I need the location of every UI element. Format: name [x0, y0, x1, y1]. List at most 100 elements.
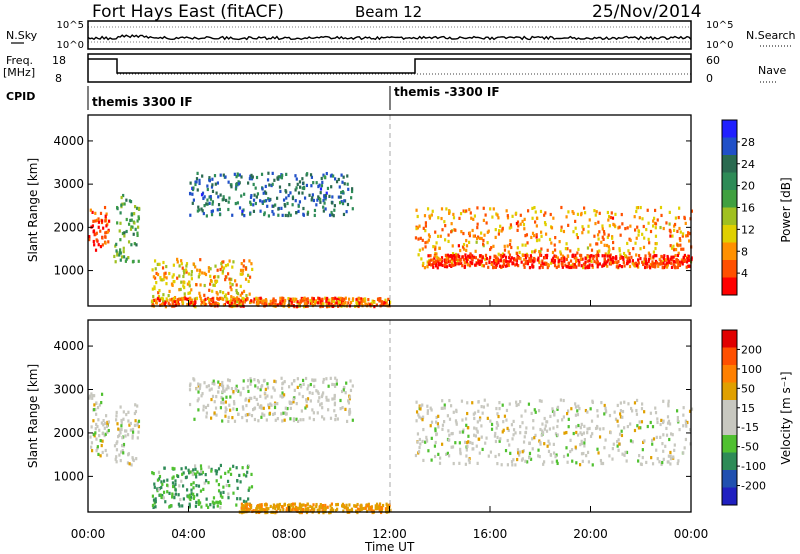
heatmap-cell [347, 401, 351, 405]
heatmap-cell [245, 293, 248, 298]
heatmap-cell [183, 292, 186, 296]
heatmap-cell [456, 254, 459, 258]
heatmap-cell [583, 441, 586, 445]
heatmap-cell [198, 272, 201, 277]
heatmap-cell [480, 231, 483, 235]
heatmap-cell [414, 453, 418, 458]
heatmap-cell [244, 266, 247, 270]
heatmap-cell [378, 502, 382, 506]
heatmap-cell [172, 475, 175, 479]
heatmap-cell [212, 505, 215, 509]
heatmap-cell [232, 400, 236, 404]
heatmap-cell [556, 419, 559, 423]
heatmap-cell [350, 196, 353, 200]
heatmap-cell [339, 407, 342, 411]
heatmap-cell [428, 260, 431, 264]
heatmap-cell [122, 451, 125, 455]
heatmap-cell [268, 198, 271, 203]
heatmap-cell [448, 254, 451, 258]
heatmap-cell [325, 302, 328, 306]
heatmap-cell [224, 264, 228, 268]
heatmap-cell [458, 430, 462, 434]
heatmap-cell [615, 255, 618, 259]
heatmap-cell [122, 193, 125, 198]
heatmap-cell [445, 452, 448, 456]
heatmap-cell [602, 237, 605, 241]
heatmap-cell [155, 281, 158, 285]
heatmap-cell [462, 247, 466, 251]
heatmap-cell [263, 503, 267, 507]
heatmap-cell [376, 505, 379, 509]
heatmap-cell [635, 236, 638, 240]
heatmap-cell [654, 226, 657, 230]
heatmap-cell [544, 232, 548, 236]
heatmap-cell [674, 247, 678, 252]
heatmap-cell [654, 234, 658, 238]
heatmap-cell [459, 259, 462, 264]
heatmap-cell [192, 496, 195, 500]
heatmap-cell [426, 260, 429, 264]
heatmap-cell [611, 216, 615, 220]
heatmap-cell [322, 391, 325, 395]
heatmap-cell [252, 198, 256, 202]
heatmap-cell [424, 241, 427, 245]
heatmap-cell [551, 250, 555, 255]
heatmap-cell [656, 218, 659, 222]
heatmap-cell [181, 484, 185, 488]
heatmap-cell [118, 253, 121, 257]
heatmap-cell [672, 244, 675, 248]
heatmap-cell [296, 299, 299, 304]
heatmap-cell [602, 427, 605, 431]
heatmap-cell [593, 259, 596, 264]
heatmap-cell [452, 461, 455, 466]
heatmap-cell [254, 201, 257, 206]
heatmap-cell [311, 299, 314, 303]
heatmap-cell [289, 297, 292, 301]
heatmap-cell [617, 265, 620, 269]
heatmap-cell [335, 301, 338, 305]
heatmap-cell [185, 264, 188, 268]
heatmap-cell [592, 254, 595, 258]
heatmap-cell [642, 440, 645, 444]
heatmap-cell [245, 474, 248, 478]
heatmap-cell [306, 502, 309, 506]
heatmap-cell [451, 256, 454, 260]
heatmap-cell [577, 423, 580, 428]
heatmap-cell [531, 263, 534, 267]
heatmap-cell [313, 213, 316, 218]
heatmap-cell [236, 292, 240, 296]
heatmap-cell [172, 296, 175, 301]
heatmap-cell [152, 298, 155, 303]
heatmap-cell [191, 192, 194, 196]
heatmap-cell [516, 448, 520, 452]
heatmap-cell [225, 296, 228, 301]
heatmap-cell [98, 434, 101, 438]
colorbar-tick-label: 16 [741, 202, 755, 215]
heatmap-cell [95, 449, 98, 453]
heatmap-cell [519, 400, 522, 404]
heatmap-cell [592, 256, 595, 260]
heatmap-cell [162, 479, 166, 483]
heatmap-cell [476, 420, 479, 424]
heatmap-cell [685, 265, 688, 269]
heatmap-cell [668, 210, 671, 215]
heatmap-cell [571, 210, 574, 214]
heatmap-cell [273, 405, 277, 410]
heatmap-cell [465, 244, 469, 248]
heatmap-cell [546, 265, 549, 270]
heatmap-cell [153, 285, 156, 289]
heatmap-cell [227, 470, 230, 474]
heatmap-cell [244, 398, 247, 402]
heatmap-cell [497, 232, 500, 236]
heatmap-cell [433, 444, 437, 448]
heatmap-cell [467, 254, 470, 258]
heatmap-cell [565, 446, 568, 450]
heatmap-cell [655, 435, 658, 439]
heatmap-cell [678, 237, 681, 241]
cpid-label: CPID [6, 90, 35, 103]
heatmap-cell [121, 255, 124, 259]
heatmap-cell [214, 469, 217, 473]
heatmap-cell [465, 209, 468, 213]
heatmap-cell [309, 509, 312, 513]
heatmap-cell [320, 301, 324, 305]
